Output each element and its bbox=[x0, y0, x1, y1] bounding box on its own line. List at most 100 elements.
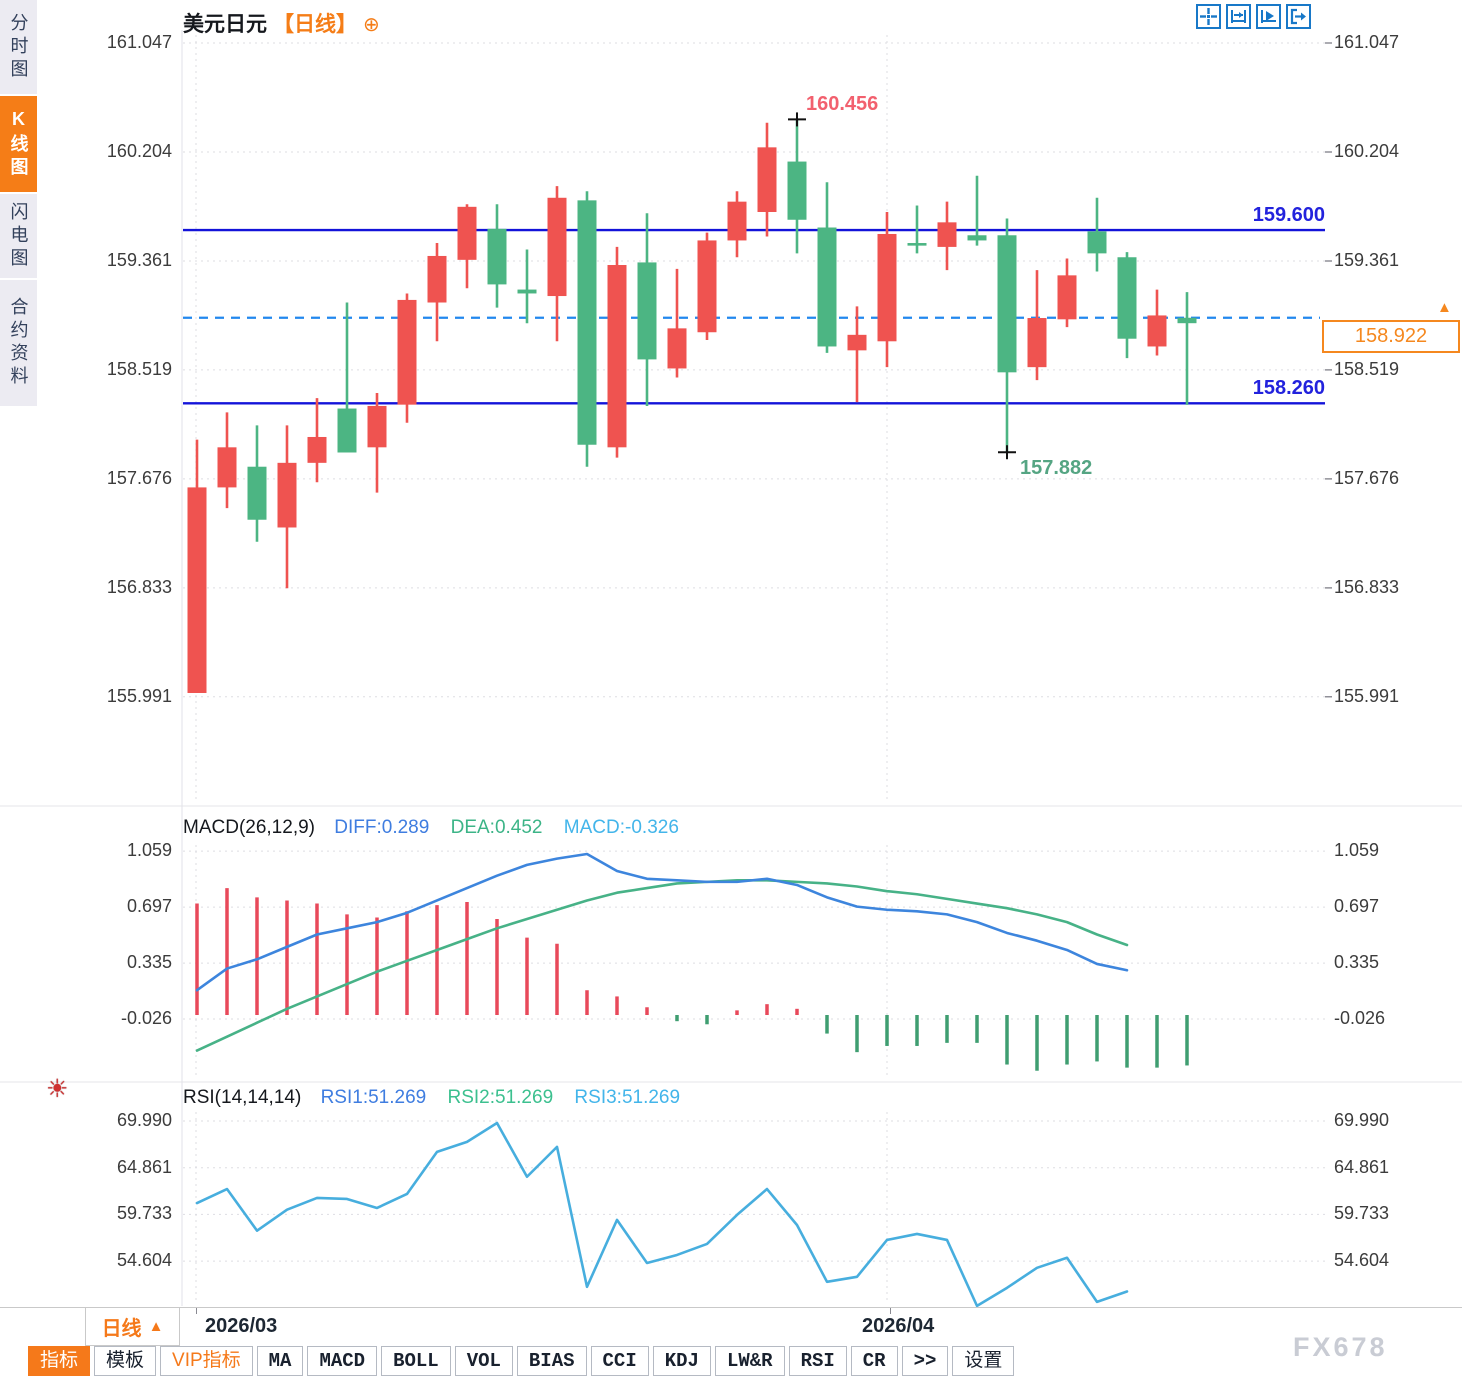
price-axis-label: 161.047 bbox=[106, 32, 172, 52]
candle-body[interactable] bbox=[847, 334, 867, 351]
price-axis-label: 158.519 bbox=[106, 358, 172, 379]
rsi-axis-label: 59.733 bbox=[1334, 1203, 1390, 1224]
high-price-label: 160.456 bbox=[806, 93, 879, 116]
rsi3-value: RSI3:51.269 bbox=[574, 1087, 681, 1108]
candle-body[interactable] bbox=[967, 235, 987, 241]
rsi-axis-label: 59.733 bbox=[116, 1203, 172, 1224]
live-indicator-icon: ☀ bbox=[46, 1075, 69, 1103]
candle-body[interactable] bbox=[727, 201, 747, 241]
macd-axis-label: 0.697 bbox=[1334, 896, 1380, 917]
toolbar-item->>[interactable]: >> bbox=[901, 1346, 949, 1376]
price-axis-label: 159.361 bbox=[106, 249, 172, 270]
date-tick bbox=[890, 1308, 891, 1314]
toolbar-item-KDJ[interactable]: KDJ bbox=[652, 1346, 711, 1376]
candle-body[interactable] bbox=[247, 466, 267, 520]
price-axis-label: 157.676 bbox=[1334, 467, 1400, 488]
period-selector-button[interactable]: 日线 ▲ bbox=[85, 1308, 180, 1346]
page-title: 美元日元 bbox=[183, 13, 267, 36]
toolbar-item-设置[interactable]: 设置 bbox=[952, 1346, 1015, 1376]
price-axis-label: 156.833 bbox=[106, 576, 172, 597]
toolbar-item-CCI[interactable]: CCI bbox=[590, 1346, 649, 1376]
price-axis-label: 159.361 bbox=[1334, 249, 1400, 270]
candle-body[interactable] bbox=[1177, 317, 1197, 324]
indicator-toolbar: 指标 模板 VIP指标 MA MACD BOLL VOL BIAS CCI KDJ LW&R RSI C… bbox=[28, 1346, 1015, 1376]
rsi-axis-label: 69.990 bbox=[1334, 1110, 1390, 1130]
toolbar-item-RSI[interactable]: RSI bbox=[788, 1346, 847, 1376]
candle-body[interactable] bbox=[997, 235, 1017, 373]
crosshair-icon[interactable] bbox=[1196, 4, 1221, 29]
sidebar-item-2[interactable]: 闪电图 bbox=[0, 194, 37, 280]
candle-body[interactable] bbox=[367, 405, 387, 448]
rsi2-value: RSI2:51.269 bbox=[447, 1087, 554, 1108]
candle-body[interactable] bbox=[1027, 318, 1047, 368]
candle-body[interactable] bbox=[277, 462, 297, 528]
play-axis-icon[interactable] bbox=[1256, 4, 1281, 29]
toolbar-item-CR[interactable]: CR bbox=[850, 1346, 898, 1376]
candle-body[interactable] bbox=[397, 299, 417, 405]
period-selector-label: 日线 bbox=[101, 1318, 142, 1340]
candle-body[interactable] bbox=[1117, 257, 1137, 339]
rsi-axis-label: 69.990 bbox=[116, 1110, 172, 1130]
macd-axis-label: 1.059 bbox=[1334, 840, 1380, 861]
toolbar-item-模板[interactable]: 模板 bbox=[94, 1346, 157, 1376]
sidebar-item-0[interactable]: 分时图 bbox=[0, 0, 37, 96]
price-axis-label: 160.204 bbox=[106, 140, 172, 161]
candle-body[interactable] bbox=[217, 447, 237, 488]
watermark: FX678 bbox=[1293, 1332, 1388, 1362]
toolbar-item-MA[interactable]: MA bbox=[256, 1346, 304, 1376]
price-axis-label: 157.676 bbox=[106, 467, 172, 488]
candle-body[interactable] bbox=[187, 487, 207, 693]
toolbar-item-VIP指标[interactable]: VIP指标 bbox=[160, 1346, 253, 1376]
rsi-axis-label: 64.861 bbox=[1334, 1156, 1390, 1177]
candle-body[interactable] bbox=[817, 227, 837, 347]
macd-axis-label: 0.697 bbox=[126, 896, 172, 917]
price-axis-label: 161.047 bbox=[1334, 32, 1400, 52]
toolbar-item-BOLL[interactable]: BOLL bbox=[381, 1346, 451, 1376]
candle-body[interactable] bbox=[457, 206, 477, 260]
exit-right-icon[interactable] bbox=[1286, 4, 1311, 29]
candle-body[interactable] bbox=[907, 243, 927, 246]
candle-body[interactable] bbox=[1057, 275, 1077, 320]
toolbar-item-BIAS[interactable]: BIAS bbox=[516, 1346, 587, 1376]
candle-body[interactable] bbox=[307, 436, 327, 463]
candle-body[interactable] bbox=[577, 200, 597, 445]
macd-axis-label: 1.059 bbox=[126, 840, 172, 861]
macd-axis-label: 0.335 bbox=[1334, 952, 1380, 973]
toolbar-item-LW&R[interactable]: LW&R bbox=[714, 1346, 785, 1376]
candle-body[interactable] bbox=[607, 265, 627, 448]
toolbar-item-VOL[interactable]: VOL bbox=[454, 1346, 513, 1376]
candle-body[interactable] bbox=[697, 240, 717, 333]
add-indicator-icon[interactable]: ⊕ bbox=[363, 14, 380, 36]
date-label-april: 2026/04 bbox=[862, 1315, 935, 1337]
macd-value: MACD:-0.326 bbox=[563, 817, 679, 838]
price-axis-label: 158.519 bbox=[1334, 358, 1400, 379]
fit-axis-icon[interactable] bbox=[1226, 4, 1251, 29]
toolbar-item-指标[interactable]: 指标 bbox=[28, 1346, 91, 1376]
sidebar-item-3[interactable]: 合约资料 bbox=[0, 280, 37, 408]
chart-layout-toolbar bbox=[1196, 4, 1311, 29]
macd-params: MACD(26,12,9) bbox=[183, 817, 315, 838]
macd-axis-label: -0.026 bbox=[1334, 1008, 1386, 1029]
toolbar-item-MACD[interactable]: MACD bbox=[307, 1346, 378, 1376]
candle-body[interactable] bbox=[637, 262, 657, 360]
candle-body[interactable] bbox=[877, 233, 897, 342]
candle-body[interactable] bbox=[427, 255, 447, 303]
candle-body[interactable] bbox=[667, 328, 687, 369]
candle-body[interactable] bbox=[547, 197, 567, 297]
macd-diff-value: DIFF:0.289 bbox=[334, 817, 430, 838]
candle-body[interactable] bbox=[1087, 231, 1107, 254]
rsi-axis-label: 54.604 bbox=[1334, 1250, 1390, 1271]
candle-body[interactable] bbox=[1147, 315, 1167, 347]
price-axis-label: 160.204 bbox=[1334, 140, 1400, 161]
rsi-axis-label: 54.604 bbox=[116, 1250, 172, 1271]
sidebar-item-1[interactable]: K线图 bbox=[0, 96, 37, 194]
candle-body[interactable] bbox=[757, 147, 777, 212]
candle-body[interactable] bbox=[937, 222, 957, 247]
candle-body[interactable] bbox=[337, 408, 357, 453]
candle-body[interactable] bbox=[487, 228, 507, 285]
candle-body[interactable] bbox=[787, 161, 807, 220]
date-axis-row: 日线 ▲ 2026/03 2026/04 bbox=[0, 1307, 1462, 1346]
current-price-badge: 158.922 bbox=[1322, 319, 1460, 353]
candle-body[interactable] bbox=[517, 289, 537, 294]
